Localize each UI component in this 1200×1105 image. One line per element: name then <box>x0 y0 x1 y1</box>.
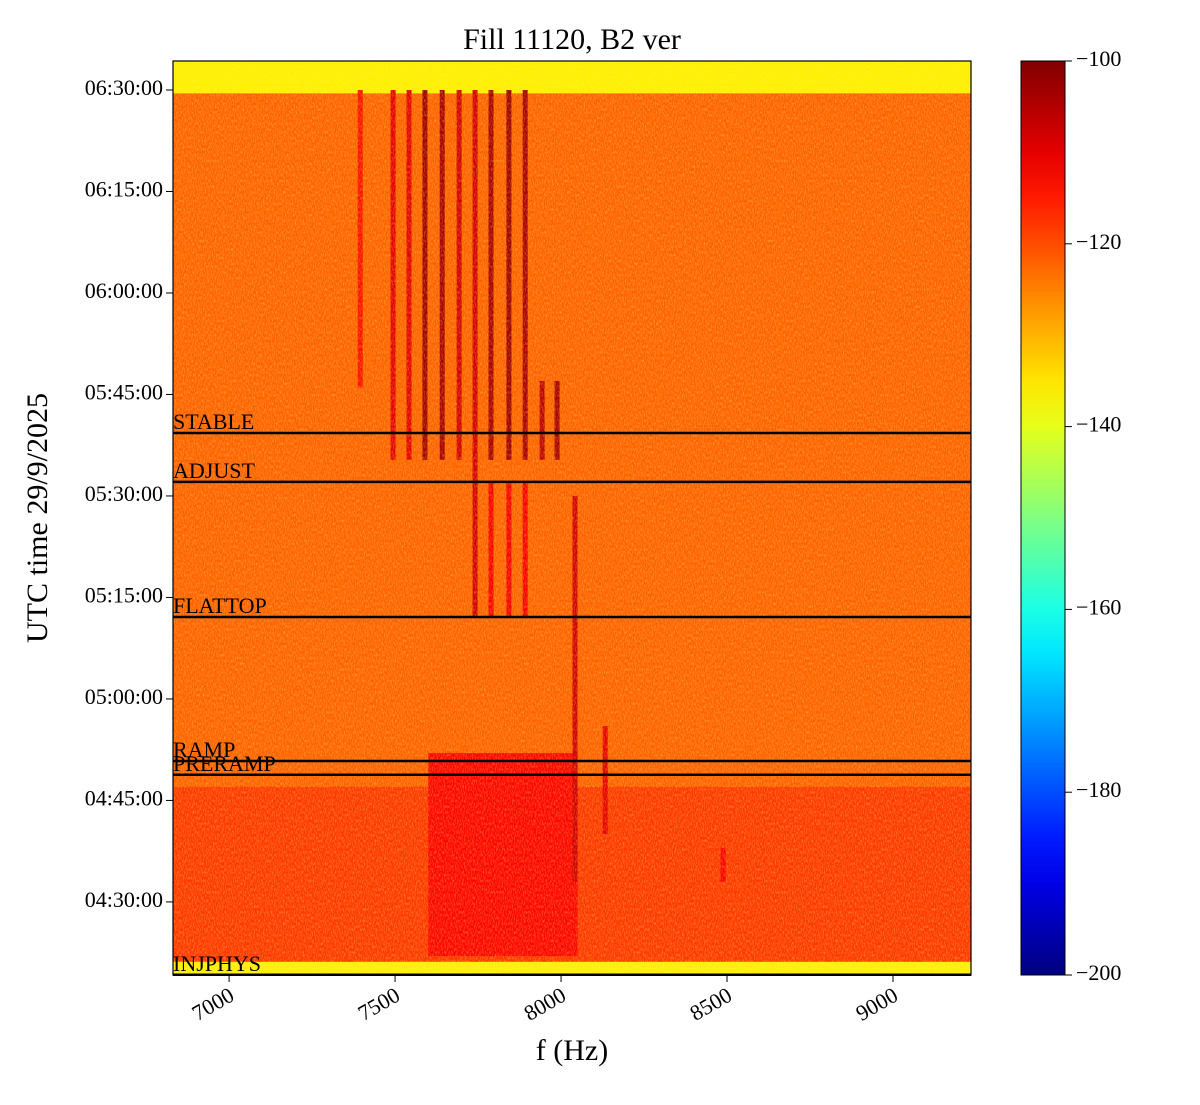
y-tick-label: 06:30:00 <box>85 75 163 100</box>
x-axis-label: f (Hz) <box>536 1034 608 1067</box>
x-tick-label: 9000 <box>851 982 902 1026</box>
plot-frame <box>172 60 972 976</box>
x-tick-label: 7000 <box>188 982 239 1026</box>
colorbar-tick-label: −120 <box>1076 229 1121 254</box>
y-tick-label: 06:15:00 <box>85 177 163 202</box>
event-label: RAMP <box>173 737 235 762</box>
event-label: ADJUST <box>173 458 255 483</box>
y-tick-label: 05:30:00 <box>85 481 163 506</box>
x-tick-label: 8500 <box>685 982 736 1026</box>
colorbar-tick-label: −180 <box>1076 777 1121 802</box>
colorbar <box>1020 60 1066 976</box>
colorbar-tick-label: −160 <box>1076 594 1121 619</box>
chart-title: Fill 11120, B2 ver <box>463 23 681 56</box>
y-tick-label: 05:00:00 <box>85 684 163 709</box>
colorbar-tick-label: −200 <box>1076 960 1121 985</box>
colorbar-tick-label: −140 <box>1076 412 1121 437</box>
event-label: INJPHYS <box>173 951 261 976</box>
x-tick-label: 7500 <box>353 982 404 1026</box>
x-tick-label: 8000 <box>519 982 570 1026</box>
colorbar-tick-label: −100 <box>1076 46 1121 71</box>
event-label: PRERAMP <box>173 751 276 776</box>
y-tick-label: 05:45:00 <box>85 380 163 405</box>
event-label: STABLE <box>173 409 254 434</box>
y-tick-label: 04:30:00 <box>85 887 163 912</box>
event-label: FLATTOP <box>173 593 267 618</box>
y-tick-label: 06:00:00 <box>85 278 163 303</box>
y-tick-label: 05:15:00 <box>85 582 163 607</box>
noise-texture <box>173 61 971 975</box>
y-tick-label: 04:45:00 <box>85 785 163 810</box>
y-axis-label: UTC time 29/9/2025 <box>21 393 54 643</box>
